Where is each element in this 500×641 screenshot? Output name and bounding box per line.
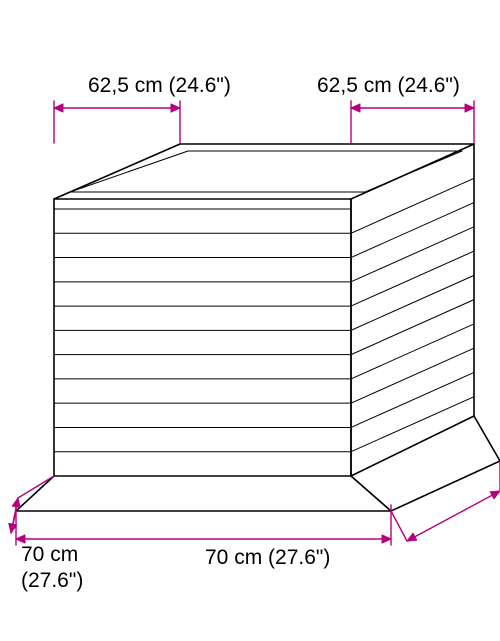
dim-label-top-right: 62,5 cm (24.6") [317,74,460,98]
dim-label-bot-left-line2: (27.6") [21,569,83,593]
dim-label-bot-right: 70 cm (27.6") [205,546,330,570]
dimension-lines [9,101,500,545]
dim-label-top-left: 62,5 cm (24.6") [88,74,231,98]
product-slats [54,178,474,451]
dim-label-bot-left-line1: 70 cm [21,543,78,567]
dimensioned-drawing: 62,5 cm (24.6") 62,5 cm (24.6") 70 cm (2… [0,0,500,641]
